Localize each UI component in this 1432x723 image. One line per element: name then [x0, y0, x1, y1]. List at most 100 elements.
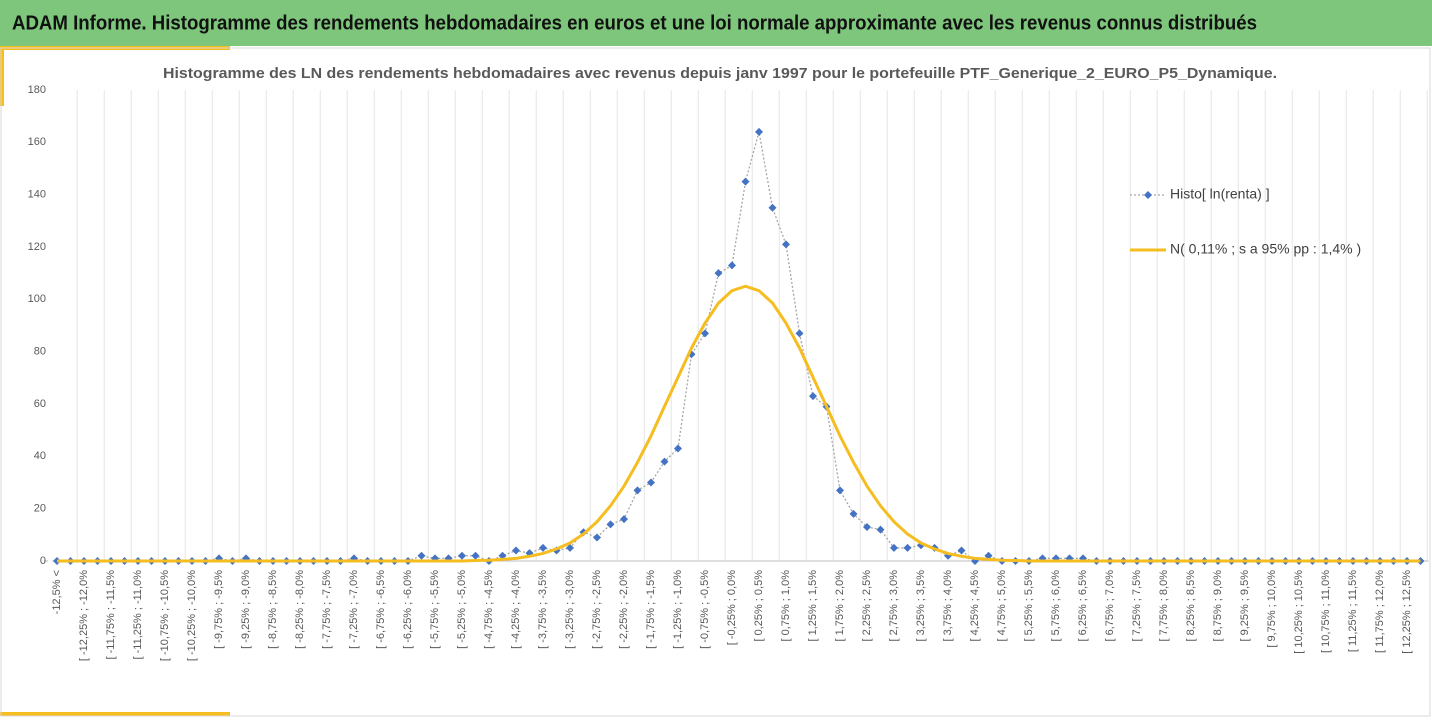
x-tick-label: [ 11,75% ; 12,0%	[1374, 570, 1386, 653]
x-tick-label: [ 0,75% ; 1,0%	[780, 570, 792, 642]
x-tick-label: [ -1,75% ; -1,5%	[645, 570, 657, 649]
histogram-point	[647, 478, 655, 487]
x-tick-label: [ -11,25% ; -11,0%	[132, 570, 144, 660]
x-tick-label: [ 4,25% ; 4,5%	[969, 570, 981, 642]
x-tick-label: [ -10,75% ; -10,5%	[159, 570, 171, 661]
x-tick-label: [ -0,75% ; -0,5%	[699, 570, 711, 649]
x-tick-label: [ 0,25% ; 0,5%	[753, 570, 765, 642]
banner-title: ADAM Informe. Histogramme des rendements…	[12, 12, 1257, 34]
y-tick-label: 40	[34, 450, 46, 462]
histogram-point	[957, 546, 966, 555]
histogram-point	[795, 329, 804, 338]
histogram-point	[755, 127, 763, 136]
x-tick-label: [ 1,25% ; 1,5%	[807, 570, 819, 642]
normal-curve	[57, 284, 1421, 563]
x-tick-label: [ -10,25% ; -10,0%	[186, 570, 198, 661]
x-tick-label: [ -1,25% ; -1,0%	[672, 570, 684, 649]
histogram-point	[620, 515, 628, 524]
x-tick-label: [ -7,75% ; -7,5%	[321, 570, 333, 649]
histogram-point	[849, 509, 858, 518]
histogram-point	[768, 203, 777, 212]
x-tick-label: [ -2,75% ; -2,5%	[591, 570, 603, 649]
x-tick-label: [ -5,25% ; -5,0%	[456, 570, 468, 649]
x-tick-label: [ -11,75% ; -11,5%	[105, 570, 117, 660]
x-tick-label: [ -4,75% ; -4,5%	[483, 570, 495, 649]
y-tick-label: 0	[40, 555, 46, 567]
histogram-point	[701, 329, 709, 338]
legend-label: N( 0,11% ; s a 95% pp : 1,4% )	[1170, 241, 1361, 257]
x-tick-label: [ -6,75% ; -6,5%	[375, 570, 387, 649]
chart-frame	[0, 47, 1431, 717]
y-tick-label: 60	[34, 398, 46, 410]
y-tick-label: 180	[28, 84, 46, 96]
accent	[0, 712, 230, 716]
x-tick-label: [ -5,75% ; -5,5%	[429, 570, 441, 649]
y-tick-label: 20	[34, 503, 46, 515]
x-tick-label: [ 10,75% ; 11,0%	[1320, 570, 1332, 653]
x-tick-label: [ -12,25% ; -12,0%	[78, 570, 90, 661]
legend-marker	[1144, 191, 1152, 199]
histogram-point	[903, 543, 912, 552]
x-tick-label: [ 11,25% ; 11,5%	[1347, 570, 1359, 652]
x-tick-label: [ 6,25% ; 6,5%	[1077, 570, 1089, 642]
y-tick-label: 140	[28, 189, 46, 201]
x-tick-label: [ 7,25% ; 7,5%	[1131, 570, 1143, 642]
x-tick-label: [ 9,25% ; 9,5%	[1239, 570, 1251, 642]
histogram-point	[633, 486, 642, 495]
x-tick-label: [ 10,25% ; 10,5%	[1293, 570, 1305, 654]
x-tick-label: [ -3,25% ; -3,0%	[564, 570, 576, 649]
x-tick-label: [ 3,25% ; 3,5%	[915, 570, 927, 642]
x-tick-label: [ 1,75% ; 2,0%	[834, 570, 846, 642]
banner	[0, 0, 1432, 46]
histogram-point	[417, 551, 426, 560]
y-tick-label: 160	[28, 136, 46, 148]
x-tick-label: [ -8,25% ; -8,0%	[294, 570, 306, 649]
histogram-point	[863, 522, 871, 531]
x-tick-label: [ -9,25% ; -9,0%	[240, 570, 252, 649]
x-tick-label: [ 6,75% ; 7,0%	[1104, 570, 1116, 642]
x-tick-label: [ 2,25% ; 2,5%	[861, 570, 873, 642]
x-tick-label: [ 7,75% ; 8,0%	[1158, 570, 1170, 642]
histogram-point	[512, 546, 520, 555]
accent	[0, 46, 4, 106]
x-tick-label: [ 8,25% ; 8,5%	[1185, 570, 1197, 642]
histogram-point	[782, 240, 790, 249]
x-tick-label: [ -2,25% ; -2,0%	[618, 570, 630, 649]
x-tick-label: [ 8,75% ; 9,0%	[1212, 570, 1224, 642]
legend-label: Histo[ ln(renta) ]	[1170, 186, 1270, 202]
x-tick-label: [ 9,75% ; 10,0%	[1266, 570, 1278, 648]
histogram-point	[890, 543, 898, 552]
histogram-point	[458, 551, 466, 560]
x-tick-label: [ 2,75% ; 3,0%	[888, 570, 900, 642]
y-tick-label: 100	[28, 293, 46, 305]
chart-title: Histogramme des LN des rendements hebdom…	[163, 65, 1277, 82]
histogram-point	[606, 520, 615, 529]
x-tick-label: [ 4,75% ; 5,0%	[996, 570, 1008, 642]
histogram-point	[471, 551, 480, 560]
histogram-point	[984, 551, 993, 560]
x-tick-label: [ -4,25% ; -4,0%	[510, 570, 522, 649]
histogram-point	[741, 177, 750, 186]
y-tick-label: 80	[34, 346, 46, 358]
x-tick-label: [ 3,75% ; 4,0%	[942, 570, 954, 642]
y-tick-label: 120	[28, 241, 46, 253]
histogram-point	[809, 392, 817, 401]
histogram-point	[836, 486, 844, 495]
histogram-point	[674, 444, 682, 453]
x-tick-label: [ 5,25% ; 5,5%	[1023, 570, 1035, 642]
x-tick-label: [ 12,25% ; 12,5%	[1401, 570, 1413, 654]
histogram-point	[593, 533, 601, 542]
x-tick-label: -12,5% <	[51, 570, 63, 614]
x-tick-label: [ -6,25% ; -6,0%	[402, 570, 414, 649]
histogram-point	[714, 269, 723, 278]
histogram-point	[539, 543, 547, 552]
histogram-point	[498, 551, 507, 560]
x-tick-label: [ -3,75% ; -3,5%	[537, 570, 549, 649]
x-tick-label: [ -7,25% ; -7,0%	[348, 570, 360, 649]
histogram-point	[876, 525, 885, 534]
x-tick-label: [ -0,25% ; 0,0%	[726, 570, 738, 645]
histogram-point	[728, 261, 736, 270]
